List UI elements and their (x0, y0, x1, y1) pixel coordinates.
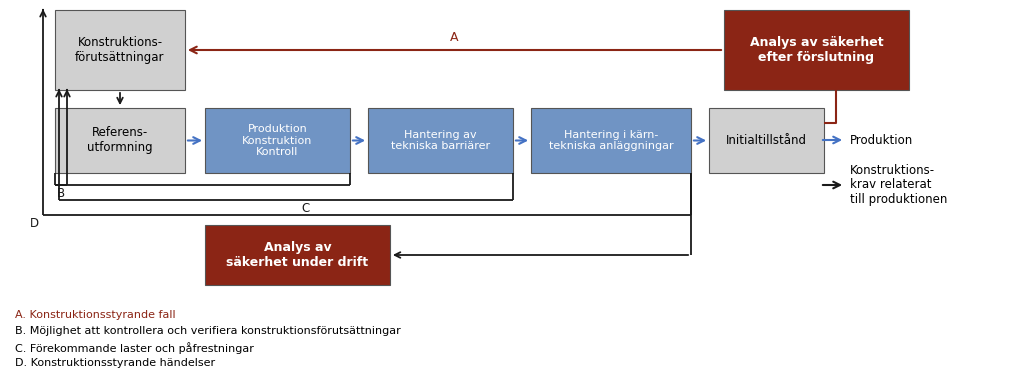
Text: B. Möjlighet att kontrollera och verifiera konstruktionsförutsättningar: B. Möjlighet att kontrollera och verifie… (15, 326, 400, 336)
Text: Analys av säkerhet
efter förslutning: Analys av säkerhet efter förslutning (750, 36, 884, 64)
Text: Initialtillstånd: Initialtillstånd (726, 134, 807, 147)
FancyBboxPatch shape (531, 108, 691, 173)
Text: C: C (302, 202, 310, 215)
Text: B: B (57, 187, 66, 200)
FancyBboxPatch shape (724, 10, 909, 90)
Text: Hantering i kärn-
tekniska anläggningar: Hantering i kärn- tekniska anläggningar (549, 130, 674, 151)
Text: C. Förekommande laster och påfrestningar: C. Förekommande laster och påfrestningar (15, 342, 254, 354)
Text: Hantering av
tekniska barriärer: Hantering av tekniska barriärer (391, 130, 490, 151)
FancyBboxPatch shape (205, 225, 390, 285)
Text: Produktion
Konstruktion
Kontroll: Produktion Konstruktion Kontroll (243, 124, 312, 157)
Text: Konstruktions-
krav relaterat
till produktionen: Konstruktions- krav relaterat till produ… (850, 163, 947, 207)
FancyBboxPatch shape (368, 108, 513, 173)
Text: A. Konstruktionsstyrande fall: A. Konstruktionsstyrande fall (15, 310, 176, 320)
Text: Analys av
säkerhet under drift: Analys av säkerhet under drift (226, 241, 369, 269)
Text: Produktion: Produktion (850, 134, 913, 147)
Text: D. Konstruktionsstyrande händelser: D. Konstruktionsstyrande händelser (15, 358, 215, 368)
Text: Referens-
utformning: Referens- utformning (87, 126, 153, 154)
FancyBboxPatch shape (205, 108, 350, 173)
Text: Konstruktions-
förutsättningar: Konstruktions- förutsättningar (75, 36, 165, 64)
Text: D: D (30, 217, 39, 230)
FancyBboxPatch shape (709, 108, 824, 173)
FancyBboxPatch shape (55, 10, 185, 90)
FancyBboxPatch shape (55, 108, 185, 173)
Text: A: A (451, 31, 459, 44)
